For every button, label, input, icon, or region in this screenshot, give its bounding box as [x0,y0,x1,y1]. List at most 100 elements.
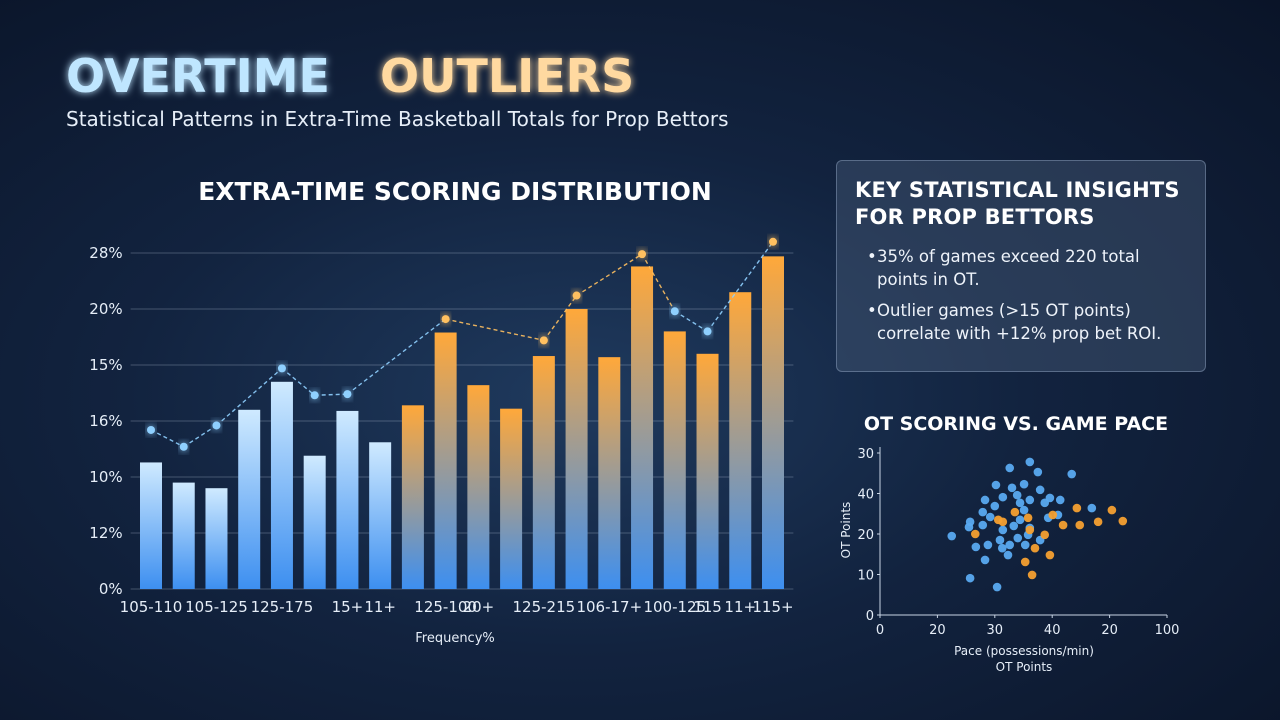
trend-segment [150,429,185,448]
scatter-point [1025,495,1035,505]
scatter-point [1072,503,1082,513]
scatter-point [947,531,957,541]
trend-point [539,336,548,345]
scatter-point [971,542,981,552]
scatter-point [1019,505,1029,515]
x-tick-label: 100-125 [643,598,706,616]
scatter-point [1075,520,1085,530]
scatter-point [990,501,1000,511]
insights-title: KEY STATISTICAL INSIGHTS FOR PROP BETTOR… [855,178,1180,229]
y-tick-label: 12% [89,524,122,542]
bar [270,381,293,589]
scatter-point [992,582,1002,592]
bar [172,482,195,589]
bar [762,256,784,589]
bar [500,408,523,589]
scatter-point [980,495,990,505]
scatter-point [1007,483,1017,493]
x-tick-label: 125-175 [251,598,314,616]
trend-point [277,364,286,373]
scatter-point [983,540,993,550]
trend-point [703,327,712,336]
scatter-point [1107,505,1117,515]
scatter-point [1012,490,1022,500]
subtitle: Statistical Patterns in Extra-Time Baske… [66,107,729,131]
trend-segment [216,367,283,427]
trend-segment [706,241,774,332]
scatter-point [1045,493,1055,503]
scatter-point [965,573,975,583]
bar [205,488,228,589]
scatter-point [985,512,995,522]
trend-segment [576,253,643,297]
bar [696,353,719,589]
scatter-point [1009,521,1019,531]
bar [336,410,359,589]
insight: 35% of games exceed 220 total points in … [867,245,1187,291]
scatter-point [1035,485,1045,495]
scatter-point [997,543,1007,553]
trend-point [670,307,679,316]
trend-point [441,315,450,324]
scatter-point [1058,520,1068,530]
x-tick-label: 125-215 [512,598,575,616]
y-tick-label: 15% [89,356,122,374]
bar [140,462,162,589]
scatter-point [1023,513,1033,523]
scatter-point [991,480,1001,490]
title-part1: OVERTIME [66,49,330,103]
scatter-point [1033,467,1043,477]
scatter-y-label: OT Points [839,502,853,559]
scatter-point [980,555,990,565]
scatter-point [1005,540,1015,550]
y-tick-label: 0% [99,580,123,598]
scatter-point [995,535,1005,545]
scatter-point [1005,463,1015,473]
scatter-point [970,529,980,539]
y-tick-label: 10% [89,468,122,486]
bar [631,266,654,589]
scatter-point [1019,479,1029,489]
bar [369,442,392,589]
y-tick-label: 16% [89,412,122,430]
trend-segment [346,318,447,395]
scatter-x-label-2: OT Points [996,660,1053,674]
scatter-point [1025,457,1035,467]
x-tick-label: 106-17+ [576,598,642,616]
x-tick-label: 11+ [364,598,396,616]
bar [663,331,686,589]
trend-point [310,391,319,400]
x-tick-label: 125-100 [414,598,477,616]
scatter-title: OT SCORING VS. GAME PACE [864,413,1168,435]
scatter-point [978,520,988,530]
trend-point [572,291,581,300]
scatter-point [998,492,1008,502]
insights-panel: KEY STATISTICAL INSIGHTS FOR PROP BETTOR… [836,160,1206,372]
x-tick-label: 0 [876,623,884,638]
scatter-point [1015,515,1025,525]
scatter-point [1067,469,1077,479]
y-tick-label: 40 [857,488,874,503]
scatter-point [1027,570,1037,580]
trend-segment [281,367,316,396]
scatter-point [978,507,988,517]
scatter-point [1020,540,1030,550]
y-tick-label: 30 [857,447,874,462]
x-tick-label: 11+ [724,598,756,616]
bar [565,309,588,589]
scatter-point [1015,498,1025,508]
scatter-point [1045,550,1055,560]
trend-segment [314,393,348,396]
x-axis-label: Frequency% [415,631,495,646]
trend-segment [445,318,544,342]
y-tick-label: 20 [857,528,874,543]
trend-segment [674,310,708,332]
scatter-x-label: Pace (possessions/min) [954,644,1094,658]
trend-point [343,390,352,399]
title-part2: OUTLIERS [380,49,634,103]
bar [303,455,326,589]
trend-point [769,237,777,246]
bar [238,409,261,589]
